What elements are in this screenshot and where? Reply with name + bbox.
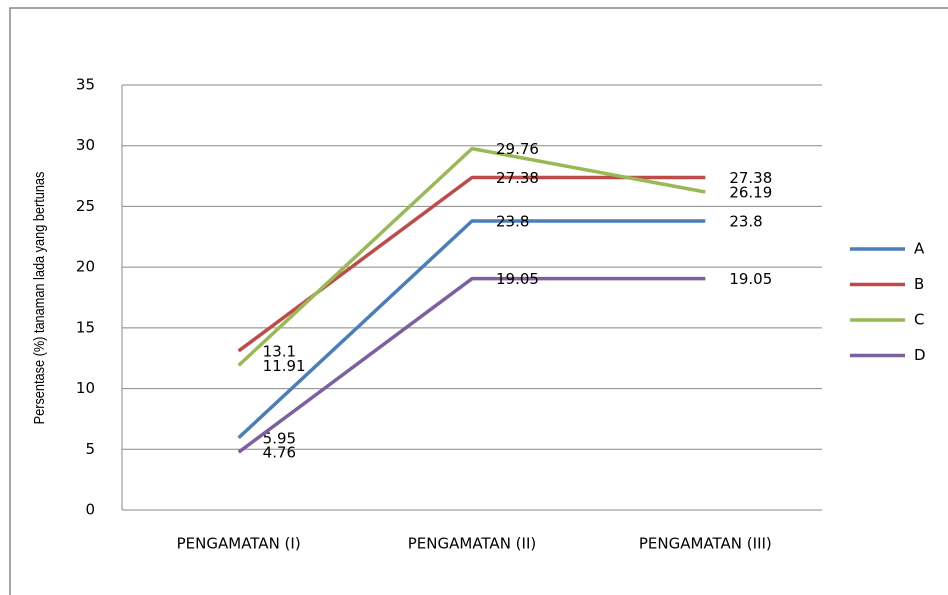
y-tick-label: 0	[85, 501, 95, 519]
y-tick-label: 25	[76, 197, 95, 215]
legend-label: D	[914, 346, 926, 364]
data-label: 27.38	[496, 169, 539, 187]
data-label: 26.19	[729, 183, 772, 201]
y-tick-label: 35	[76, 76, 95, 94]
legend-label: B	[914, 275, 924, 293]
chart-frame	[9, 7, 948, 595]
data-label: 19.05	[496, 270, 539, 288]
data-label: 11.91	[263, 357, 306, 375]
y-tick-label: 30	[76, 136, 95, 154]
y-tick-label: 15	[76, 318, 95, 336]
x-tick-label: PENGAMATAN (III)	[639, 535, 772, 553]
data-label: 27.38	[729, 169, 772, 187]
series-line	[237, 146, 706, 367]
y-tick-label: 20	[76, 258, 95, 276]
y-axis-label: Persentase (%) tanaman lada yang bertuna…	[30, 172, 47, 425]
data-label: 23.8	[729, 213, 762, 231]
x-tick-label: PENGAMATAN (I)	[177, 535, 301, 553]
y-tick-label: 10	[76, 379, 95, 397]
legend-label: C	[914, 311, 924, 329]
series-line	[237, 276, 706, 454]
data-label: 5.95	[263, 429, 296, 447]
y-tick-label: 5	[85, 440, 95, 458]
legend-label: A	[914, 240, 925, 258]
data-label: 23.8	[496, 213, 529, 231]
data-label: 4.76	[263, 444, 296, 462]
series-line	[237, 219, 706, 440]
x-tick-label: PENGAMATAN (II)	[408, 535, 536, 553]
data-label: 29.76	[496, 140, 539, 158]
data-label: 19.05	[729, 270, 772, 288]
data-label: 13.1	[263, 342, 296, 360]
